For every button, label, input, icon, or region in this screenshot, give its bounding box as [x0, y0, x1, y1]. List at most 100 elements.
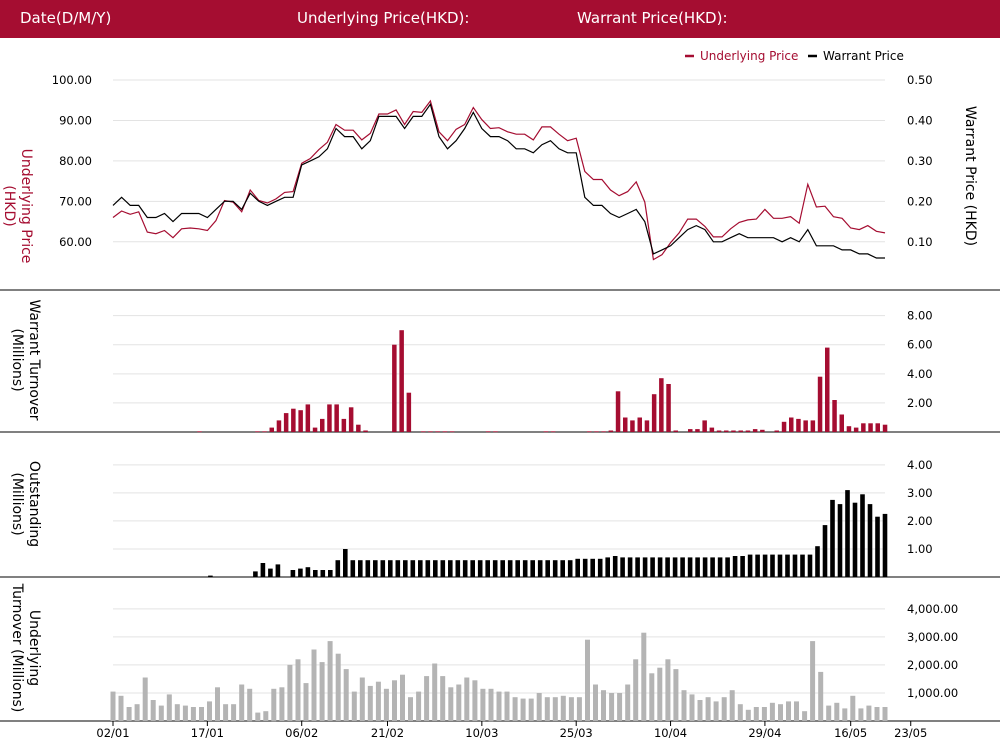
bar [576, 697, 582, 721]
bar [303, 683, 309, 721]
bar [456, 684, 462, 721]
bar [867, 504, 873, 577]
y-tick-label-left: 60.00 [59, 235, 92, 249]
bar [721, 697, 727, 721]
bar [575, 558, 580, 577]
warrant-price-label: Warrant Price(HKD): [577, 9, 728, 27]
bar [543, 431, 549, 433]
x-tick-label: 17/01 [191, 726, 224, 740]
bar [680, 557, 685, 577]
bar [882, 424, 888, 432]
bar [291, 408, 296, 432]
bar [657, 667, 663, 721]
bar [424, 676, 430, 721]
bar [269, 427, 274, 432]
x-tick-label: 25/03 [560, 726, 593, 740]
bar [792, 554, 798, 577]
bar [110, 691, 116, 721]
price-panel: 100.00 90.00 80.00 70.00 60.00 0.50 0.40 0.30 0.… [1, 73, 978, 263]
bar [800, 554, 805, 577]
bar [825, 347, 830, 432]
bar [470, 560, 475, 577]
bar [822, 525, 828, 577]
bar [651, 394, 657, 432]
bar [882, 513, 888, 577]
bar [560, 560, 565, 577]
outstanding-panel: 4.00 3.00 2.00 1.00 Outstanding(Millions) [9, 458, 933, 577]
underlying-price-line [112, 99, 886, 261]
bar [630, 420, 635, 432]
y-tick-label: 8.00 [907, 309, 933, 323]
y-tick-label: 1.00 [907, 542, 933, 556]
bar [410, 560, 416, 577]
bar [207, 701, 212, 721]
bar [537, 560, 543, 577]
bar [834, 702, 840, 721]
bar [223, 704, 229, 721]
bar [388, 560, 393, 577]
bar [275, 564, 281, 577]
y-tick-label-left: 100.00 [52, 73, 92, 87]
bar [803, 420, 808, 432]
bar [351, 691, 357, 721]
bar [283, 413, 289, 432]
bar [253, 571, 258, 577]
bar [818, 671, 824, 721]
bar [665, 557, 670, 577]
bar [738, 430, 743, 432]
bar [375, 681, 381, 721]
bar [672, 557, 678, 577]
bar [681, 690, 687, 721]
bar [408, 697, 413, 721]
bar [262, 431, 267, 433]
bar [134, 704, 140, 721]
y-axis-label-right: Warrant Price (HKD) [962, 106, 978, 246]
bar [395, 560, 401, 577]
bar [190, 707, 196, 721]
bar [298, 568, 303, 577]
bar [416, 691, 422, 721]
bar [496, 691, 502, 721]
bar [810, 420, 816, 432]
bar [593, 684, 598, 721]
bar [695, 557, 700, 577]
bar [673, 669, 679, 721]
bar [247, 688, 253, 722]
bar [861, 423, 866, 432]
y-axis-label: Outstanding(Millions) [9, 461, 42, 547]
bar [659, 378, 664, 432]
warrant-turnover-panel: 8.00 6.00 4.00 2.00 Warrant Turnover(Million… [9, 299, 933, 433]
bar [850, 695, 856, 721]
chart-area[interactable]: 100.00 90.00 80.00 70.00 60.00 0.50 0.40 0.30 0.… [0, 38, 1000, 751]
bar [810, 641, 816, 721]
bar [649, 673, 655, 721]
bar [866, 705, 872, 721]
y-tick-label: 4.00 [907, 367, 933, 381]
y-tick-label-left: 80.00 [59, 154, 92, 168]
y-tick-label: 4.00 [907, 458, 933, 472]
bar [358, 560, 363, 577]
bar [327, 404, 332, 432]
bar [695, 429, 700, 432]
bar [623, 417, 628, 432]
bar [493, 431, 498, 433]
bar [530, 560, 535, 577]
y-tick-label: 2.00 [907, 396, 933, 410]
bar [789, 417, 794, 432]
bar [373, 560, 378, 577]
bar [842, 708, 848, 721]
bar [875, 423, 880, 432]
bar [335, 560, 341, 577]
bar [785, 554, 790, 577]
bar [860, 494, 865, 577]
bar [826, 705, 832, 721]
bar [356, 424, 361, 432]
bar [544, 697, 550, 721]
bar [567, 560, 573, 577]
bar [587, 431, 592, 433]
bar [367, 685, 373, 721]
bar [425, 560, 431, 577]
bar [400, 674, 405, 721]
bar [142, 677, 148, 721]
bar [298, 410, 303, 432]
